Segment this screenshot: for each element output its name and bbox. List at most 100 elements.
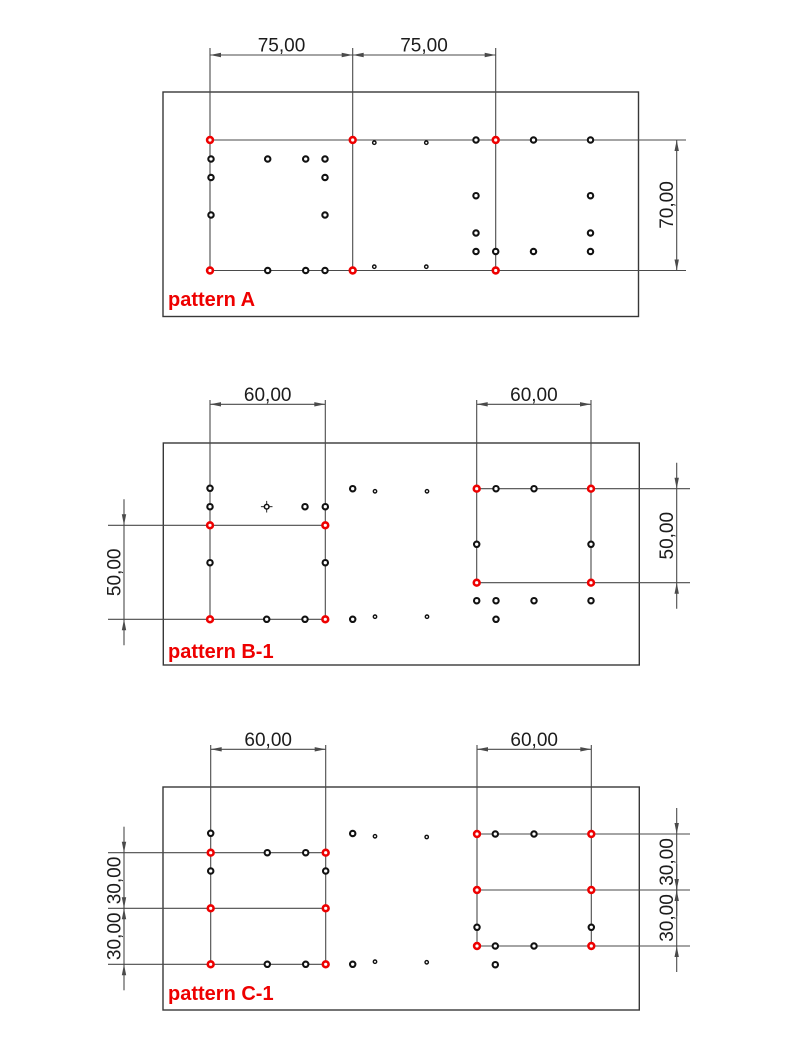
dimension-arrow-icon	[210, 747, 222, 752]
dimension-arrow-icon	[477, 747, 488, 752]
hole	[472, 540, 481, 549]
hole	[586, 247, 595, 256]
hole	[321, 211, 329, 219]
dimension-label: 60,00	[510, 730, 558, 751]
hole	[472, 191, 480, 200]
hole	[207, 173, 215, 182]
dimension-label: 70,00	[657, 181, 678, 229]
hole	[207, 211, 215, 219]
hole	[321, 558, 330, 567]
hole	[263, 848, 272, 857]
hole	[586, 229, 595, 237]
red-pattern-hole	[321, 521, 330, 530]
hole	[262, 615, 271, 624]
dimension-label: 75,00	[400, 36, 448, 57]
small-hole	[371, 264, 377, 270]
hole	[530, 484, 538, 493]
dimension-arrow-icon	[352, 52, 364, 58]
red-pattern-hole	[472, 941, 482, 951]
small-hole	[424, 834, 430, 840]
hole	[587, 596, 595, 605]
hole	[207, 155, 215, 163]
dimension-arrow-icon	[674, 140, 679, 151]
red-pattern-hole	[472, 829, 482, 839]
hole	[301, 155, 310, 163]
hole	[587, 923, 596, 932]
red-pattern-hole	[587, 885, 596, 895]
hole	[321, 173, 329, 182]
dimension-label: 30,00	[105, 913, 126, 961]
red-pattern-hole	[472, 484, 481, 493]
hole	[348, 615, 357, 624]
small-hole	[372, 959, 378, 965]
hole	[206, 558, 214, 567]
hole	[530, 596, 538, 605]
hole	[206, 829, 215, 838]
dimension-label: 30,00	[657, 838, 678, 886]
dimension-arrow-icon	[484, 52, 496, 58]
dimension-arrow-icon	[210, 402, 221, 407]
hole	[472, 247, 480, 256]
dimension-label: 50,00	[657, 512, 678, 560]
dimension-arrow-icon	[674, 259, 679, 271]
small-hole	[371, 140, 377, 146]
hole	[529, 247, 538, 256]
dimension-arrow-icon	[674, 477, 679, 489]
red-pattern-hole	[205, 615, 215, 624]
dimension-arrow-icon	[580, 747, 592, 752]
plate-outline-a	[162, 91, 640, 318]
dimension-arrow-icon	[674, 946, 679, 957]
hole	[321, 155, 329, 163]
dimension-arrow-icon	[314, 747, 326, 752]
dimension-label: 60,00	[510, 385, 558, 406]
dimension-arrow-icon	[121, 897, 127, 909]
hole	[530, 830, 538, 838]
hole	[206, 484, 214, 493]
hole	[472, 596, 481, 605]
hole	[348, 960, 357, 969]
red-pattern-hole	[205, 266, 215, 275]
dimension-label: 30,00	[657, 894, 678, 942]
red-pattern-hole	[472, 885, 482, 895]
red-pattern-hole	[205, 135, 215, 145]
hole	[348, 484, 357, 493]
red-pattern-hole	[472, 578, 481, 587]
red-pattern-hole	[206, 960, 215, 969]
hole	[321, 502, 330, 511]
hole	[206, 867, 215, 875]
pattern-label-b1: pattern B-1	[168, 641, 274, 663]
dimension-arrow-icon	[580, 402, 591, 407]
dimension-label: 60,00	[244, 385, 292, 406]
hole	[491, 960, 500, 969]
dimension-label: 60,00	[244, 730, 292, 751]
dimension-arrow-icon	[674, 823, 679, 834]
hole	[472, 136, 480, 144]
dimension-label: 75,00	[258, 36, 306, 57]
center-mark-hole	[263, 503, 270, 510]
dimension-arrow-icon	[121, 619, 127, 631]
red-pattern-hole	[205, 521, 215, 530]
dimension-arrow-icon	[121, 964, 127, 976]
dimension-arrow-icon	[121, 514, 127, 526]
hole	[492, 596, 500, 605]
plate-outline-b1	[162, 442, 641, 666]
small-hole	[424, 959, 430, 965]
small-hole	[424, 614, 430, 620]
hole	[263, 266, 272, 275]
dimension-arrow-icon	[210, 52, 221, 58]
small-hole	[423, 140, 429, 146]
red-pattern-hole	[586, 484, 596, 493]
hole	[301, 848, 310, 857]
red-pattern-hole	[491, 135, 500, 145]
red-pattern-hole	[348, 266, 357, 275]
dimension-arrow-icon	[674, 582, 679, 594]
hole	[586, 136, 595, 144]
hole	[206, 502, 214, 511]
hole	[492, 484, 500, 493]
hole	[263, 155, 272, 163]
small-hole	[424, 488, 430, 494]
hole	[530, 942, 538, 950]
hole	[473, 923, 481, 932]
small-hole	[372, 614, 378, 620]
